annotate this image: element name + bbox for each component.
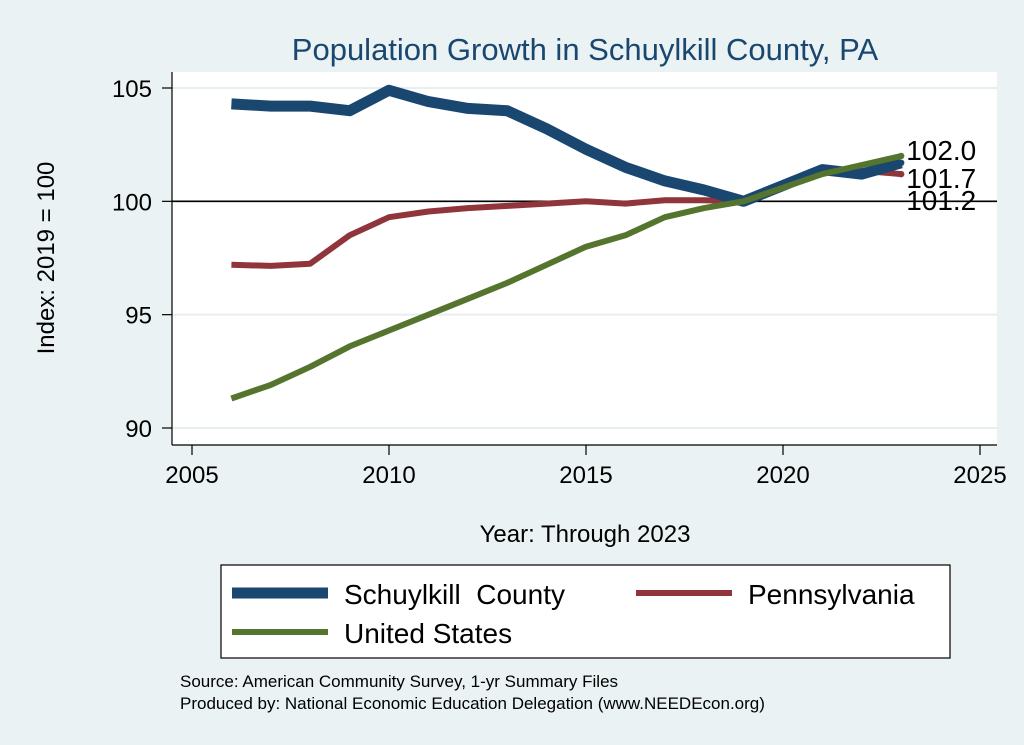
legend: Schuylkill County Pennsylvania United St… [220,564,951,659]
legend-label-schuylkill: Schuylkill County [344,579,565,610]
legend-label-united-states: United States [344,618,512,649]
y-tick-label-95: 95 [125,303,152,330]
end-label-united-states: 102.0 [906,135,976,166]
legend-label-pennsylvania: Pennsylvania [748,579,915,610]
x-tick-label-2005: 2005 [165,462,218,489]
y-tick-label-100: 100 [112,189,152,216]
series-lines [230,84,905,402]
end-point-pennsylvania [898,170,905,178]
x-tick-label-2025: 2025 [953,462,1006,489]
chart-title: Population Growth in Schuylkill County, … [292,32,879,67]
end-point-schuylkill [898,159,905,166]
x-tick-label-2010: 2010 [362,462,415,489]
plot-area [172,72,997,445]
end-label-schuylkill: 101.7 [906,163,976,194]
source-note: Source: American Community Survey, 1-yr … [180,672,618,691]
y-axis-title: Index: 2019 = 100 [33,162,60,355]
series-line-united-states [230,153,902,402]
y-tick-label-90: 90 [125,416,152,443]
end-point-united-states [898,152,905,160]
x-axis-ticks: 2005 2010 2015 2020 2025 [165,445,1007,489]
legend-box [220,564,951,659]
end-label-pennsylvania: 101.2 [906,185,976,216]
produced-by-note: Produced by: National Economic Education… [180,694,765,713]
y-axis-ticks: 90 95 100 105 [112,76,172,443]
x-tick-label-2020: 2020 [756,462,809,489]
x-axis-title: Year: Through 2023 [480,521,691,548]
y-tick-label-105: 105 [112,76,152,103]
x-tick-label-2015: 2015 [559,462,612,489]
